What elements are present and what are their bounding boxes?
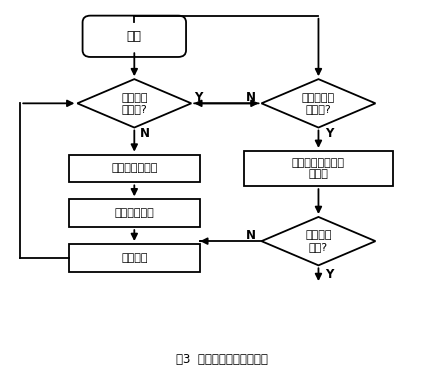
Bar — [68, 155, 200, 183]
Text: N: N — [140, 127, 150, 139]
Polygon shape — [262, 217, 376, 265]
Text: 估算通行时间: 估算通行时间 — [115, 208, 154, 218]
Text: Y: Y — [194, 91, 202, 104]
Text: 开始: 开始 — [127, 30, 142, 43]
FancyBboxPatch shape — [83, 15, 186, 57]
Bar — [68, 244, 200, 272]
Text: 转为行人通行，时
间固定: 转为行人通行，时 间固定 — [292, 158, 345, 179]
Bar — [244, 151, 393, 186]
Text: 行人时间
结束?: 行人时间 结束? — [305, 230, 332, 252]
Bar — [68, 199, 200, 227]
Text: N: N — [246, 229, 255, 242]
Text: 是否有特
殊车辆?: 是否有特 殊车辆? — [121, 93, 147, 114]
Text: 车辆通行时
间结束?: 车辆通行时 间结束? — [302, 93, 335, 114]
Text: Y: Y — [325, 268, 333, 281]
Text: 点亮绿灯: 点亮绿灯 — [121, 253, 147, 263]
Text: 图3  主干道交通灯控制流程: 图3 主干道交通灯控制流程 — [176, 353, 268, 366]
Polygon shape — [77, 79, 191, 127]
Text: Y: Y — [325, 127, 333, 139]
Text: 获取车流量数据: 获取车流量数据 — [111, 164, 158, 174]
Text: N: N — [246, 91, 255, 104]
Polygon shape — [262, 79, 376, 127]
